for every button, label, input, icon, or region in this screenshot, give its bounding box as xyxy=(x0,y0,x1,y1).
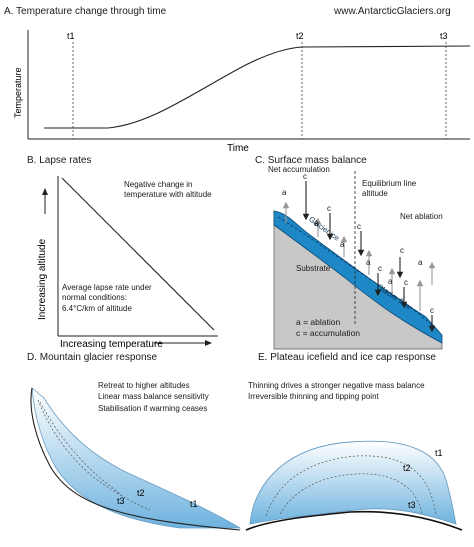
arrow-letter: a xyxy=(314,219,319,228)
arrow-letter: c xyxy=(357,222,361,231)
glacier-body xyxy=(273,210,443,344)
arrow-letter: c xyxy=(327,204,331,213)
arrow-letter: a xyxy=(418,258,423,267)
lapse-note-top-1: Negative change in xyxy=(124,180,193,189)
t1-label: t1 xyxy=(67,31,75,41)
temperature-axis-label: Increasing temperature xyxy=(60,339,163,350)
lapse-note-bottom-2: normal conditions: xyxy=(62,293,127,302)
substrate-label: Substrate xyxy=(296,264,331,273)
net-ablation-label: Net ablation xyxy=(400,212,443,221)
arrow-letter: a xyxy=(282,188,287,197)
temperature-axis-label: Temperature xyxy=(13,67,23,118)
panel-e-note-2: Irreversible thinning and tipping point xyxy=(248,392,379,401)
icecap-diagram: t1 t2 t3 xyxy=(245,440,463,531)
panel-d-t3: t3 xyxy=(117,496,125,506)
panel-e-note-1: Thinning drives a stronger negative mass… xyxy=(248,381,425,390)
temperature-curve xyxy=(44,45,471,129)
time-axis-label: Time xyxy=(227,143,249,154)
mass-balance-diagram xyxy=(273,171,443,350)
legend-accumulation: c = accumulation xyxy=(296,328,361,338)
t2-label: t2 xyxy=(296,31,304,41)
icecap-bed xyxy=(245,510,463,531)
arrow-letter: c xyxy=(378,264,382,273)
source-credit: www.AntarcticGlaciers.org xyxy=(334,6,451,17)
arrow-letter: c xyxy=(430,306,434,315)
panel-d-note-1: Retreat to higher altitudes xyxy=(98,381,190,390)
lapse-note-bottom-1: Average lapse rate under xyxy=(62,283,152,292)
arrow-letter: c xyxy=(404,278,408,287)
panel-d-t1: t1 xyxy=(190,499,198,509)
panel-d-title: D. Mountain glacier response xyxy=(27,352,158,363)
temperature-chart: Temperature t1 t2 t3 Time xyxy=(13,30,471,154)
panel-c-title: C. Surface mass balance xyxy=(255,155,367,166)
ela-label-2: altitude xyxy=(362,189,388,198)
panel-a-title: A. Temperature change through time xyxy=(4,6,167,17)
panel-e-t2: t2 xyxy=(403,463,411,473)
legend-ablation: a = ablation xyxy=(296,317,341,327)
arrow-letter: a xyxy=(340,240,345,249)
panel-e-t1: t1 xyxy=(435,448,443,458)
mountain-glacier-diagram: t1 t2 t3 xyxy=(30,387,242,531)
panel-d-note-3: Stabilisation if warming ceases xyxy=(98,404,208,413)
panel-b-title: B. Lapse rates xyxy=(27,155,92,166)
altitude-axis-label: Increasing altitude xyxy=(37,238,48,320)
arrow-letter: c xyxy=(400,246,404,255)
icecap-ice xyxy=(249,440,457,525)
panel-e-title: E. Plateau icefield and ice cap response xyxy=(258,352,436,363)
lapse-rate-diagram: Increasing altitude Increasing temperatu… xyxy=(37,176,218,350)
panel-d-t2: t2 xyxy=(137,488,145,498)
arrow-letter: c xyxy=(303,172,307,181)
arrow-letter: a xyxy=(366,258,371,267)
arrow-letter: a xyxy=(388,277,393,286)
panel-d-note-2: Linear mass balance sensitivity xyxy=(98,392,209,401)
lapse-rate-line xyxy=(61,177,215,331)
net-accumulation-label: Net accumulation xyxy=(268,165,330,174)
t3-label: t3 xyxy=(440,31,448,41)
panel-e-t3: t3 xyxy=(408,500,416,510)
lapse-note-bottom-3: 6.4°C/km of altitude xyxy=(62,304,132,313)
mountain-glacier-ice xyxy=(31,387,242,529)
lapse-note-top-2: temperature with altitude xyxy=(124,190,212,199)
ela-label-1: Equilibrium line xyxy=(362,179,417,188)
